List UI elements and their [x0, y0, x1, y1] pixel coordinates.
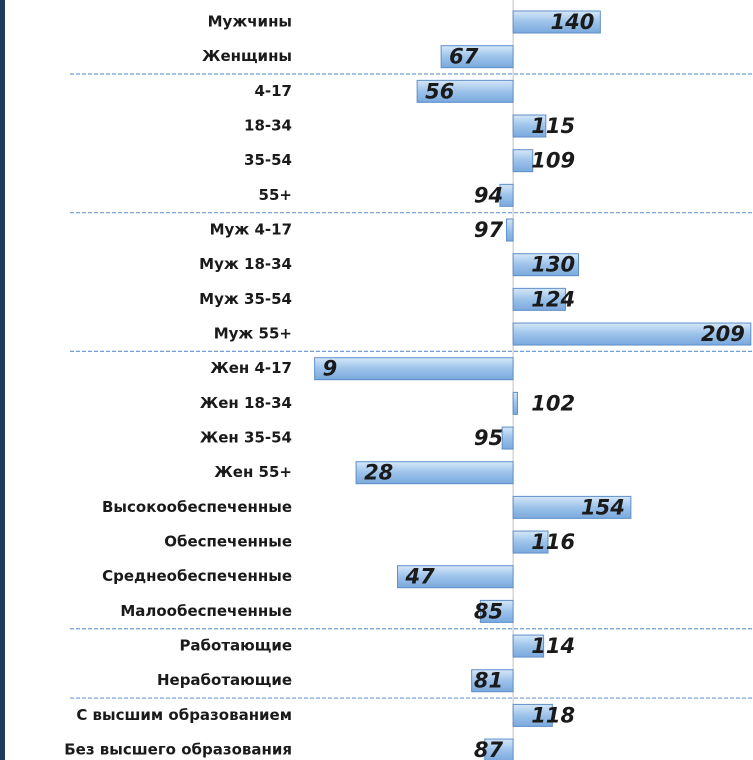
edge-strip — [0, 0, 5, 760]
category-label: 4-17 — [254, 82, 292, 100]
value-label: 130 — [531, 253, 575, 277]
value-label: 115 — [531, 114, 575, 138]
bar — [440, 45, 514, 69]
category-label: Муж 4-17 — [210, 221, 292, 239]
category-label: Без высшего образования — [64, 741, 292, 759]
bar — [499, 183, 514, 207]
category-label: Муж 35-54 — [199, 290, 292, 308]
value-label: 9 — [323, 357, 338, 381]
value-label: 109 — [531, 149, 575, 173]
category-label: Жен 18-34 — [200, 394, 292, 412]
bar — [512, 114, 547, 138]
category-label: Обеспеченные — [164, 533, 292, 551]
value-label: 102 — [531, 391, 575, 415]
value-label: 94 — [474, 183, 503, 207]
category-label: Жен 55+ — [214, 463, 292, 481]
value-label: 81 — [474, 669, 503, 693]
category-label: Муж 18-34 — [199, 255, 292, 273]
category-label: Работающие — [179, 637, 292, 655]
value-label: 209 — [701, 322, 745, 346]
bar — [416, 79, 514, 103]
category-label: 35-54 — [244, 151, 292, 169]
category-label: 55+ — [259, 186, 292, 204]
category-label: Жен 4-17 — [210, 359, 292, 377]
bar — [397, 565, 514, 589]
value-label: 118 — [531, 703, 575, 727]
value-label: 28 — [364, 461, 393, 485]
bar — [314, 357, 514, 381]
bar — [512, 322, 752, 346]
value-label: 124 — [531, 287, 575, 311]
value-label: 67 — [449, 45, 479, 69]
bar — [355, 461, 514, 485]
bar — [506, 218, 514, 242]
category-label: Женщины — [202, 47, 292, 65]
bar — [512, 287, 566, 311]
value-label: 47 — [405, 565, 436, 589]
value-label: 116 — [531, 530, 575, 554]
bar — [512, 149, 534, 173]
value-label: 140 — [550, 10, 594, 34]
bar — [512, 703, 553, 727]
value-label: 97 — [474, 218, 504, 242]
bar — [479, 599, 514, 623]
category-label: С высшим образованием — [76, 706, 292, 724]
value-label: 95 — [474, 426, 503, 450]
category-label: Высокообеспеченные — [102, 498, 292, 516]
bar — [512, 495, 632, 519]
value-label: 154 — [581, 495, 625, 519]
value-label: 85 — [474, 599, 503, 623]
category-label: Малообеспеченные — [120, 602, 292, 620]
category-label: Среднеобеспеченные — [102, 567, 292, 585]
category-label: 18-34 — [244, 117, 292, 135]
bar — [512, 10, 601, 34]
category-label: Жен 35-54 — [200, 429, 292, 447]
value-label: 87 — [474, 738, 504, 760]
bar — [512, 634, 545, 658]
category-label: Мужчины — [208, 13, 292, 31]
bar — [501, 426, 514, 450]
value-label: 114 — [531, 634, 575, 658]
bar — [484, 738, 514, 760]
category-label: Неработающие — [157, 671, 292, 689]
bar — [512, 391, 518, 415]
bar — [471, 669, 514, 693]
bar — [512, 530, 549, 554]
category-label: Муж 55+ — [214, 325, 292, 343]
bar — [512, 253, 580, 277]
value-label: 56 — [425, 79, 454, 103]
